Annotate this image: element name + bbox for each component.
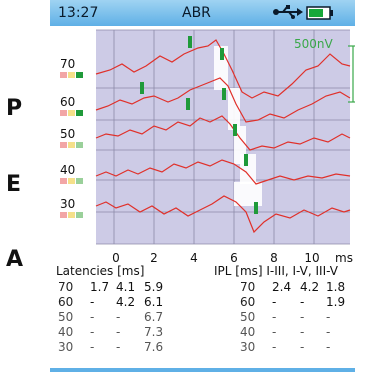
level-40-block-1 (60, 178, 67, 184)
status-time: 13:27 (58, 5, 99, 21)
peak-marker (186, 98, 190, 110)
abr-waveform-plot: 70 60 50 40 30 500nV 0 2 4 6 8 10 ms (60, 29, 355, 264)
x-tick-label: 2 (150, 251, 158, 264)
latency-value: 5.9 (144, 280, 164, 294)
level-60-block-2 (68, 110, 75, 116)
latency-value: - (116, 340, 121, 354)
latency-level: 40 (58, 325, 74, 339)
latency-value: 7.6 (144, 340, 164, 354)
latency-value: 4.1 (116, 280, 136, 294)
ipl-value: - (300, 310, 305, 324)
peak-marker (254, 202, 258, 214)
level-50-block-3 (76, 142, 83, 148)
side-letter-e: E (6, 172, 22, 197)
x-tick-label: 8 (270, 251, 278, 264)
latency-value: 6.1 (144, 295, 164, 309)
level-50-block-2 (68, 142, 75, 148)
latency-value: - (90, 340, 95, 354)
status-bar: 13:27 ABR (50, 0, 355, 26)
ipl-value: - (326, 325, 331, 339)
peak-marker (244, 154, 248, 166)
results-tables: Latencies [ms] IPL [ms] I-III, I-V, III-… (50, 264, 355, 372)
latency-value: 7.3 (144, 325, 164, 339)
side-letter-a: A (6, 247, 24, 272)
latency-value: 1.7 (90, 280, 110, 294)
level-label-40: 40 (60, 163, 75, 177)
x-tick-label: 0 (112, 251, 120, 264)
waveform-trace-30 (95, 195, 351, 234)
battery-icon (306, 6, 334, 24)
scale-label: 500nV (294, 37, 334, 51)
level-30-block-3 (76, 212, 83, 218)
scale-bar: 500nV (294, 37, 355, 103)
latency-level: 70 (58, 280, 74, 294)
level-30-block-1 (60, 212, 67, 218)
level-label-70: 70 (60, 57, 75, 71)
level-30-block-2 (68, 212, 75, 218)
peak-marker (140, 82, 144, 94)
level-70-block-3 (76, 72, 83, 78)
latency-level: 50 (58, 310, 74, 324)
ipl-value: 1.9 (326, 295, 346, 309)
level-label-60: 60 (60, 95, 75, 109)
waveform-trace-40 (95, 159, 351, 185)
level-40-block-3 (76, 178, 83, 184)
latency-value: - (116, 325, 121, 339)
waveform-trace-50 (95, 115, 351, 151)
ipl-value: 1.8 (326, 280, 346, 294)
latency-value: - (116, 310, 121, 324)
ipl-value: - (272, 340, 277, 354)
ipl-value: - (272, 310, 277, 324)
level-50-block-1 (60, 142, 67, 148)
level-70-block-2 (68, 72, 75, 78)
bottom-bar (50, 368, 355, 372)
latencies-title: Latencies [ms] (56, 264, 145, 278)
ipl-value: 2.4 (272, 280, 292, 294)
ipl-value: - (272, 295, 277, 309)
usb-icon (273, 4, 303, 24)
ipl-level: 50 (240, 310, 256, 324)
level-60-block-3 (76, 110, 83, 116)
x-tick-label: 4 (190, 251, 198, 264)
level-70-block-1 (60, 72, 67, 78)
peak-marker (222, 88, 226, 100)
latency-value: - (90, 295, 95, 309)
latency-value: - (90, 325, 95, 339)
ipl-title: IPL [ms] I-III, I-V, III-V (214, 264, 338, 278)
latency-level: 60 (58, 295, 74, 309)
side-letter-p: P (6, 96, 23, 121)
status-title: ABR (182, 5, 211, 21)
peak-marker (233, 124, 237, 136)
ipl-value: - (272, 325, 277, 339)
peak-marker (188, 36, 192, 48)
ipl-value: - (300, 340, 305, 354)
peak-marker (220, 48, 224, 60)
ipl-value: - (300, 295, 305, 309)
ipl-level: 70 (240, 280, 256, 294)
level-label-30: 30 (60, 197, 75, 211)
ipl-value: - (326, 340, 331, 354)
ipl-level: 60 (240, 295, 256, 309)
latency-value: - (90, 310, 95, 324)
ipl-level: 40 (240, 325, 256, 339)
latency-level: 30 (58, 340, 74, 354)
ipl-value: - (300, 325, 305, 339)
device-screen: 13:27 ABR 70 60 50 40 30 (50, 0, 355, 372)
ipl-level: 30 (240, 340, 256, 354)
level-label-50: 50 (60, 127, 75, 141)
x-tick-label: 6 (230, 251, 238, 264)
level-60-block-1 (60, 110, 67, 116)
latency-value: 6.7 (144, 310, 164, 324)
x-tick-label: ms (335, 251, 353, 264)
waveform-trace-60 (95, 77, 351, 123)
ipl-value: 4.2 (300, 280, 320, 294)
level-40-block-2 (68, 178, 75, 184)
ipl-value: - (326, 310, 331, 324)
x-tick-label: 10 (304, 251, 319, 264)
latency-value: 4.2 (116, 295, 136, 309)
